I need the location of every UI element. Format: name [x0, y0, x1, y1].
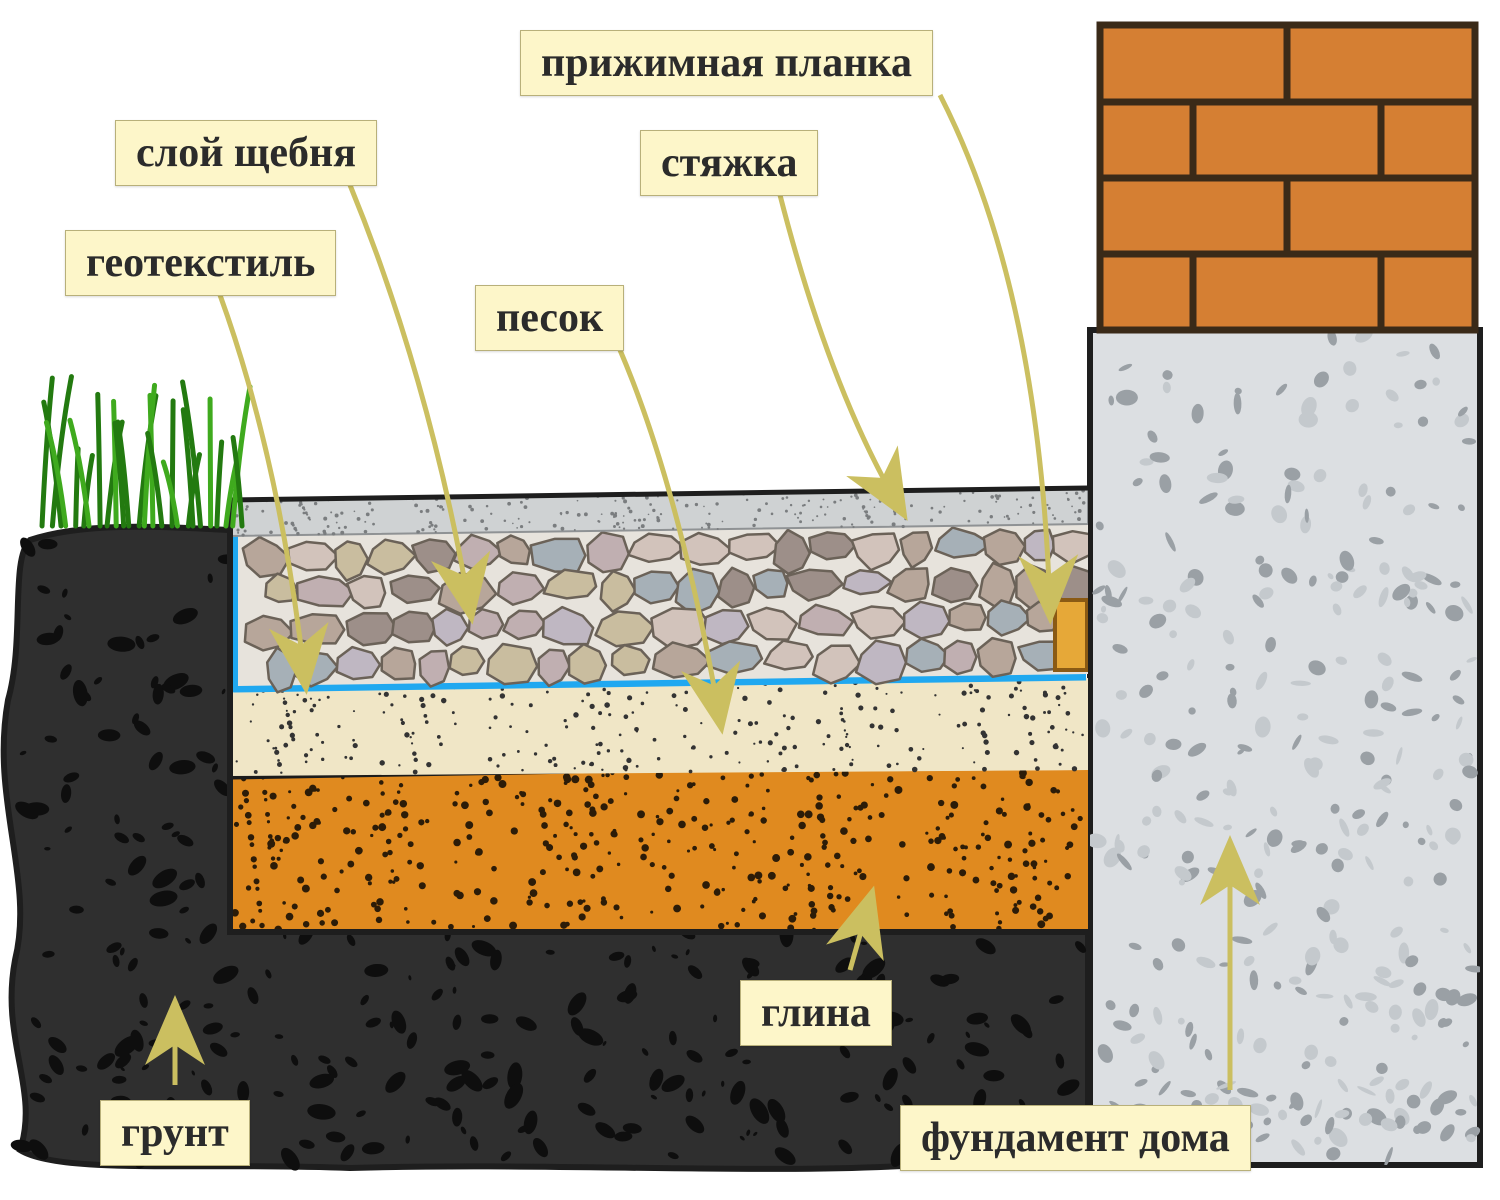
foundation-layer	[1085, 325, 1484, 1167]
label-gravel-layer: слой щебня	[115, 120, 377, 186]
pressure-bar-rect	[1055, 600, 1087, 670]
label-foundation: фундамент дома	[900, 1105, 1251, 1171]
label-soil: грунт	[100, 1100, 250, 1166]
label-screed: стяжка	[640, 130, 818, 196]
brick-wall	[1100, 25, 1475, 330]
label-clay: глина	[740, 980, 892, 1046]
gravel-layer	[238, 524, 1117, 692]
grass-icon	[42, 377, 250, 526]
label-geotextile: геотекстиль	[65, 230, 336, 296]
label-pressure-bar: прижимная планка	[520, 30, 933, 96]
clay-layer	[230, 769, 1088, 933]
label-sand: песок	[475, 285, 624, 351]
sand-layer	[230, 678, 1088, 776]
